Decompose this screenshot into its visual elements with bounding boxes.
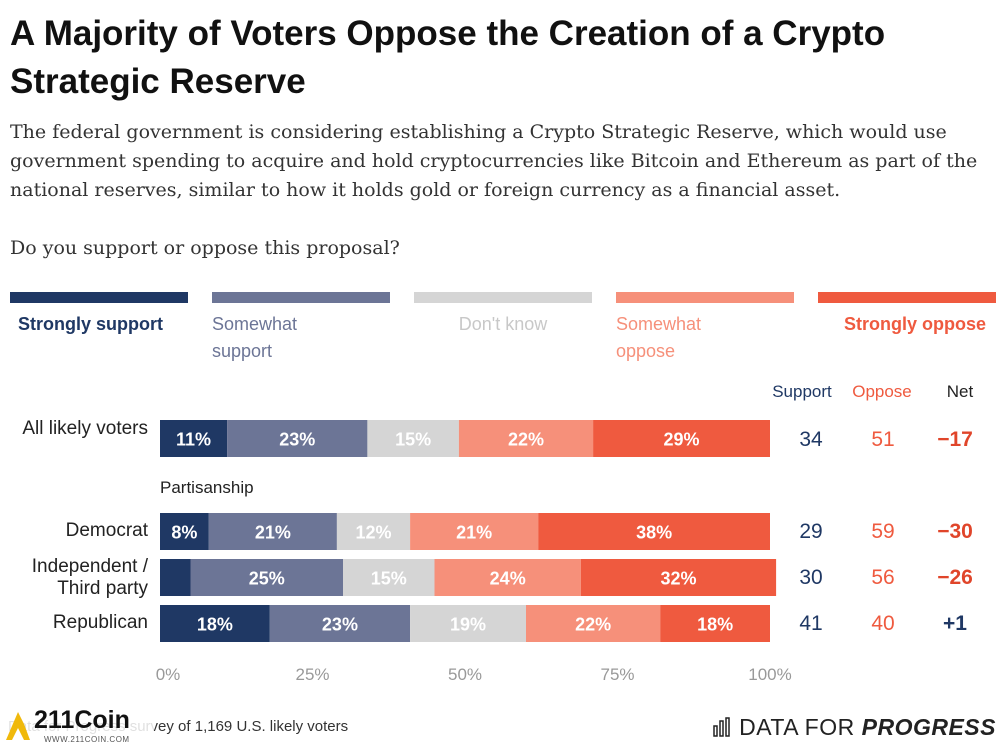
x-tick-label: 75% (600, 665, 634, 684)
legend-swatch (10, 292, 188, 303)
column-header-support: Support (772, 382, 832, 401)
bar-segment (160, 420, 228, 457)
row-label-republican: Republican (52, 612, 148, 633)
bar-segment (160, 513, 209, 550)
group-label-partisanship: Partisanship (160, 478, 254, 497)
row-label-independent: Independent / Third party (31, 556, 148, 599)
legend-swatch (616, 292, 794, 303)
bar-label: 22% (508, 430, 544, 450)
legend-item-dont-know: Don't know (414, 292, 592, 338)
bar-segment (660, 605, 770, 642)
bar-label: 19% (450, 615, 486, 635)
support-value: 29 (799, 520, 823, 543)
x-tick-label: 50% (448, 665, 482, 684)
x-tick-label: 25% (295, 665, 329, 684)
oppose-value: 51 (871, 428, 895, 451)
bar-segment (410, 605, 526, 642)
legend-label: Somewhat oppose (616, 314, 702, 361)
oppose-value: 40 (871, 612, 895, 635)
bar-segment (410, 513, 539, 550)
bar-label: 21% (456, 523, 492, 543)
brand-prefix: DATA FOR (739, 714, 862, 740)
bar-label: 38% (636, 523, 672, 543)
legend-label: Strongly oppose (843, 314, 986, 334)
brand-icon (713, 716, 733, 737)
bar-segment (367, 420, 459, 457)
chart-title: A Majority of Voters Oppose the Creation… (10, 14, 886, 101)
legend-label: Strongly support (18, 314, 163, 334)
net-value: −17 (937, 428, 973, 451)
bar-segment (227, 420, 368, 457)
support-value: 30 (799, 566, 823, 589)
legend-swatch (818, 292, 996, 303)
watermark-subtext: WWW.211COIN.COM (44, 735, 130, 744)
bar-label: 15% (371, 569, 407, 589)
support-value: 41 (799, 612, 823, 635)
bar-label: 8% (171, 523, 197, 543)
bar-label: 21% (255, 523, 291, 543)
bar-segment (526, 605, 661, 642)
bar-segment (593, 420, 770, 457)
legend-label: Don't know (458, 314, 548, 334)
support-value: 34 (799, 428, 823, 451)
legend-item-strongly-support: Strongly support (10, 292, 188, 338)
chart-subtitle: The federal government is considering es… (10, 121, 978, 201)
bar-segment (160, 559, 191, 596)
bar-label: 24% (490, 569, 526, 589)
watermark-text: 211Coin (34, 706, 130, 734)
oppose-value: 56 (871, 566, 895, 589)
bar-label: 18% (697, 615, 733, 635)
x-tick-label: 0% (156, 665, 181, 684)
bar-segment (160, 605, 270, 642)
bar-segment (208, 513, 337, 550)
legend-swatch (414, 292, 592, 303)
bar-label: 12% (355, 523, 391, 543)
bar-segment (538, 513, 770, 550)
legend-item-somewhat-support: Somewhat support (212, 292, 390, 365)
column-header-net: Net (946, 382, 974, 401)
bar-label: 25% (249, 569, 285, 589)
watermark: 211Coin WWW.211COIN.COM (4, 706, 154, 746)
bar-label: 23% (279, 430, 315, 450)
row-label-all-likely-voters: All likely voters (22, 418, 148, 439)
bar-label: 29% (664, 430, 700, 450)
bar-label: 15% (395, 430, 431, 450)
net-value: −26 (937, 566, 973, 589)
brand-emph: PROGRESS (861, 714, 996, 740)
legend-item-somewhat-oppose: Somewhat oppose (616, 292, 794, 365)
legend-item-strongly-oppose: Strongly oppose (818, 292, 996, 338)
brand-logo: DATA FOR PROGRESS (713, 714, 996, 741)
oppose-value: 59 (871, 520, 895, 543)
bar-segment (458, 420, 594, 457)
legend-swatch (212, 292, 390, 303)
bar-label: 22% (575, 615, 611, 635)
net-value: −30 (937, 520, 973, 543)
bar-segment (580, 559, 777, 596)
bar-segment (336, 513, 411, 550)
bar-segment (434, 559, 581, 596)
net-value: +1 (943, 612, 967, 635)
row-label-democrat: Democrat (65, 520, 148, 541)
x-tick-label: 100% (748, 665, 791, 684)
legend-label: Somewhat support (212, 314, 298, 361)
bar-segment (343, 559, 435, 596)
watermark-icon (6, 712, 30, 740)
bar-label: 23% (322, 615, 358, 635)
bar-label: 32% (660, 569, 696, 589)
column-header-oppose: Oppose (852, 382, 912, 401)
bar-label: 11% (176, 430, 211, 450)
bar-label: 18% (197, 615, 233, 635)
bar-segment (190, 559, 343, 596)
survey-question: Do you support or oppose this proposal? (10, 237, 400, 259)
bar-segment (269, 605, 411, 642)
